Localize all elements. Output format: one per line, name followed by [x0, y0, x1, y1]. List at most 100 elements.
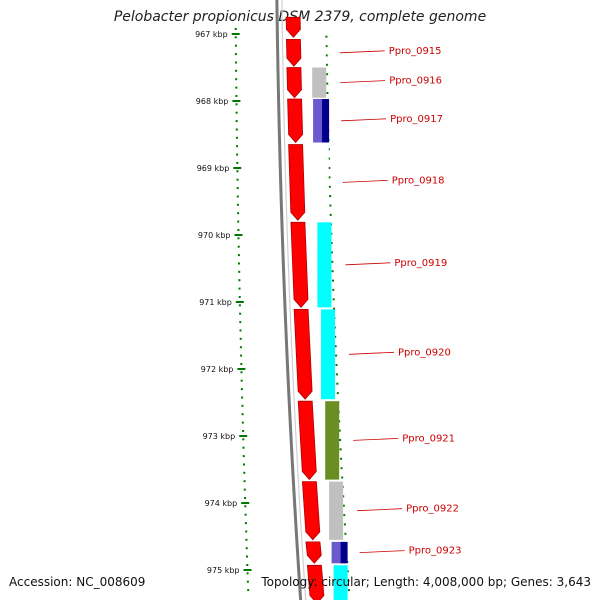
minor-tick-mark	[247, 589, 250, 592]
minor-tick-mark	[327, 148, 330, 151]
minor-tick-mark	[235, 120, 238, 123]
cds-arrow[interactable]	[285, 39, 302, 67]
minor-tick-mark	[234, 28, 237, 30]
label-leader	[359, 550, 405, 553]
minor-tick-mark	[243, 463, 245, 466]
cds-arrow[interactable]	[285, 16, 301, 38]
function-block-secondary	[340, 541, 348, 564]
minor-tick-mark	[235, 128, 238, 131]
minor-tick-mark	[346, 570, 349, 573]
minor-tick-mark	[244, 522, 247, 525]
minor-tick-mark	[236, 170, 239, 173]
minor-tick-mark	[235, 103, 238, 106]
minor-tick-mark	[236, 178, 239, 181]
cds-arrow[interactable]	[288, 144, 306, 221]
minor-tick-mark	[336, 382, 339, 385]
cds-arrow[interactable]	[287, 98, 304, 144]
minor-tick-mark	[329, 204, 332, 207]
label-leader	[353, 438, 399, 441]
cds-arrow[interactable]	[293, 308, 313, 400]
minor-tick-mark	[240, 379, 243, 382]
gene-label[interactable]: Ppro_0915	[389, 46, 442, 57]
minor-tick-mark	[236, 162, 239, 164]
minor-tick-mark	[343, 514, 346, 517]
minor-tick-mark	[328, 157, 330, 160]
minor-tick-mark	[328, 185, 331, 188]
minor-tick-mark	[246, 572, 249, 575]
minor-tick-mark	[234, 44, 237, 47]
minor-tick-mark	[326, 82, 329, 85]
minor-tick-mark	[237, 212, 240, 215]
minor-tick-mark	[242, 438, 245, 441]
minor-tick-mark	[237, 229, 240, 231]
backbone-highlight	[281, 0, 307, 600]
minor-tick-mark	[237, 237, 240, 240]
minor-tick-mark	[239, 321, 242, 324]
minor-tick-mark	[244, 505, 247, 508]
tick-label: 967 kbp	[195, 30, 228, 39]
label-leader	[348, 351, 395, 355]
minor-tick-mark	[348, 589, 350, 592]
tick-label: 968 kbp	[196, 97, 229, 106]
minor-tick-mark	[335, 354, 338, 357]
minor-tick-mark	[329, 195, 332, 198]
gene-label[interactable]: Ppro_0920	[398, 347, 451, 358]
minor-tick-mark	[238, 296, 241, 298]
topology-text: Topology: circular; Length: 4,008,000 bp…	[261, 575, 591, 589]
minor-tick-mark	[236, 145, 238, 148]
cds-arrow[interactable]	[305, 541, 322, 564]
minor-tick-mark	[236, 203, 239, 206]
minor-tick-mark	[240, 363, 243, 365]
gene-label[interactable]: Ppro_0921	[402, 433, 455, 444]
function-block	[317, 222, 332, 308]
minor-tick-mark	[326, 73, 329, 76]
minor-tick-mark	[325, 63, 328, 66]
label-leader	[342, 180, 388, 183]
gene-label[interactable]: Ppro_0923	[409, 546, 462, 557]
minor-tick-mark	[239, 312, 242, 315]
minor-tick-mark	[339, 448, 342, 451]
minor-tick-mark	[238, 279, 241, 282]
minor-tick-mark	[328, 176, 331, 179]
gene-label[interactable]: Ppro_0917	[390, 114, 443, 125]
cds-arrow[interactable]	[297, 400, 317, 481]
minor-tick-mark	[239, 346, 242, 349]
minor-tick-mark	[240, 371, 243, 374]
minor-tick-mark	[344, 532, 347, 535]
minor-tick-mark	[242, 455, 245, 458]
gene-label[interactable]: Ppro_0918	[392, 175, 445, 186]
minor-tick-mark	[238, 287, 241, 290]
minor-tick-mark	[334, 335, 337, 338]
tick-label: 974 kbp	[205, 499, 238, 508]
minor-tick-mark	[240, 354, 243, 357]
minor-tick-mark	[334, 345, 337, 348]
minor-tick-mark	[242, 430, 245, 432]
gene-label[interactable]: Ppro_0919	[394, 258, 447, 269]
function-block	[325, 401, 340, 480]
tick-label: 972 kbp	[201, 365, 234, 374]
minor-tick-mark	[339, 439, 342, 441]
minor-tick-mark	[235, 86, 238, 89]
cds-arrow[interactable]	[286, 67, 302, 99]
minor-tick-mark	[336, 392, 339, 395]
minor-tick-mark	[237, 245, 240, 248]
minor-tick-mark	[340, 467, 343, 470]
label-leader	[345, 262, 391, 266]
label-leader	[339, 50, 385, 54]
minor-tick-mark	[244, 513, 247, 516]
minor-tick-mark	[326, 92, 329, 94]
cds-arrow[interactable]	[301, 481, 321, 541]
minor-tick-mark	[241, 404, 244, 407]
gene-label[interactable]: Ppro_0922	[406, 504, 459, 515]
minor-tick-mark	[236, 195, 239, 198]
minor-tick-mark	[235, 78, 238, 81]
minor-tick-mark	[234, 53, 237, 56]
minor-tick-mark	[236, 153, 239, 156]
minor-tick-mark	[325, 54, 328, 57]
minor-tick-mark	[241, 396, 244, 399]
tick-label: 970 kbp	[198, 231, 231, 240]
cds-arrow[interactable]	[290, 221, 309, 309]
gene-label[interactable]: Ppro_0916	[389, 76, 442, 87]
tick-label: 971 kbp	[199, 298, 232, 307]
